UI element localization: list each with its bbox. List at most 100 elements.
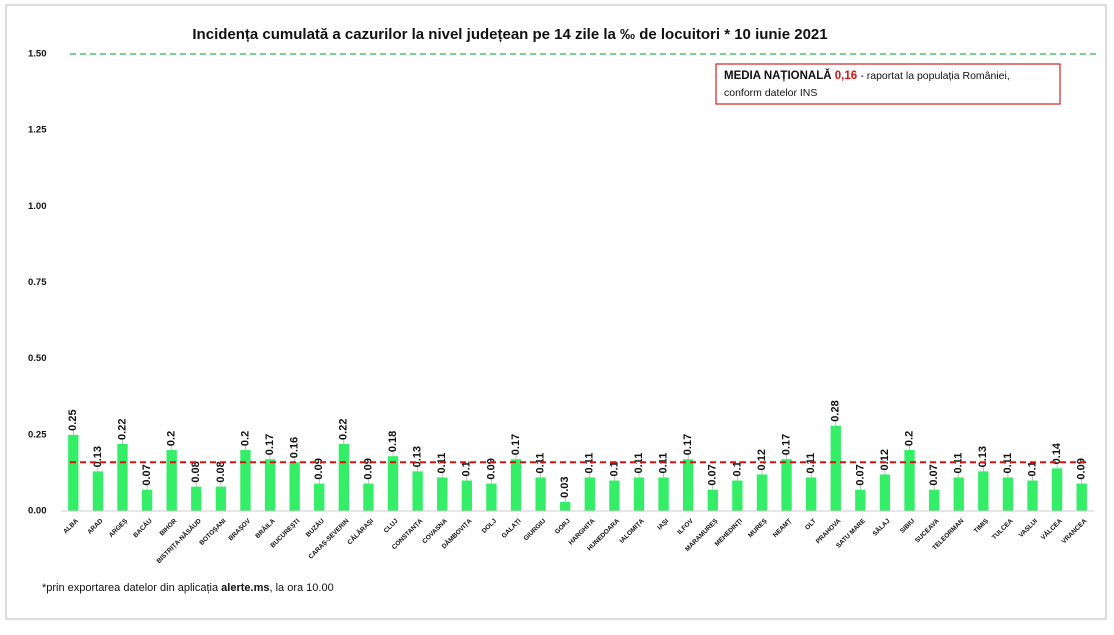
bar (68, 434, 79, 511)
footnote: *prin exportarea datelor din aplicația a… (42, 582, 334, 594)
average-value: 0,16 (835, 70, 857, 82)
bar (141, 489, 153, 511)
y-tick-label: 1.50 (28, 49, 47, 60)
bar (510, 459, 522, 511)
bar (830, 425, 841, 511)
y-tick-label: 0.25 (28, 429, 47, 440)
average-note2: conform datelor INS (724, 87, 817, 99)
y-tick-label: 1.00 (28, 201, 47, 212)
y-tick-label: 0.50 (28, 353, 47, 364)
bar (191, 486, 202, 511)
value-label: 0.08 (190, 461, 202, 482)
value-label: 0.11 (953, 453, 965, 474)
value-label: 0.07 (141, 464, 153, 485)
value-label: 0.17 (510, 434, 522, 455)
bar (732, 480, 743, 511)
x-tick-label: VRANCEA (1061, 517, 1089, 545)
value-label: 0.13 (92, 446, 104, 467)
value-label: 0.12 (879, 449, 891, 470)
bar (92, 471, 104, 511)
bar (1051, 468, 1063, 511)
value-label: 0.09 (362, 458, 374, 479)
value-label: 0.09 (485, 458, 497, 479)
bar (805, 477, 817, 511)
bar (756, 474, 768, 511)
x-tick-label: TULCEA (991, 517, 1015, 541)
x-tick-label: GORJ (554, 517, 572, 535)
x-tick-label: NEAMȚ (772, 518, 793, 539)
x-tick-label: OLT (804, 518, 818, 532)
bar (486, 483, 497, 511)
bar (338, 443, 350, 511)
x-tick-label: BUZĂU (303, 516, 326, 539)
x-tick-label: CĂLĂRAȘI (345, 516, 375, 546)
value-label: 0.11 (584, 453, 596, 474)
bar (1076, 483, 1087, 511)
x-tick-label: VASLUI (1018, 518, 1040, 540)
value-label: 0.03 (559, 476, 571, 497)
value-label: 0.07 (928, 464, 940, 485)
value-label: 0.16 (289, 437, 301, 458)
chart-title: Incidența cumulată a cazurilor la nivel … (192, 26, 827, 43)
x-tick-label: SIBIU (899, 517, 916, 534)
average-label: MEDIA NAȚIONALĂ (724, 69, 832, 82)
bar (683, 459, 694, 511)
bar (289, 462, 300, 511)
x-tick-label: TIMIȘ (973, 517, 991, 535)
x-tick-label: BISTRIȚA-NĂSĂUD (154, 516, 203, 565)
bar (904, 450, 915, 511)
average-text: MEDIA NAȚIONALĂ 0,16 - raportat la popul… (724, 69, 1010, 82)
x-tick-label: ARGEȘ (108, 517, 130, 539)
bar (584, 477, 595, 511)
x-tick-label: BIHOR (159, 517, 179, 537)
frame (5, 4, 1107, 620)
value-label: 0.22 (338, 419, 350, 440)
x-tick-label: ALBA (62, 517, 80, 535)
x-tick-label: GALAȚI (501, 518, 523, 540)
bar (658, 477, 669, 511)
x-tick-label: BRAȘOV (227, 517, 252, 542)
bar (879, 474, 891, 511)
x-tick-label: BRĂILA (253, 516, 277, 540)
value-label: 0.1 (608, 461, 620, 476)
value-label: 0.17 (264, 434, 276, 455)
bar (437, 477, 448, 511)
value-label: 0.17 (682, 434, 694, 455)
value-label: 0.1 (731, 461, 743, 476)
value-label: 0.2 (903, 431, 915, 446)
bar (461, 480, 472, 511)
bar (117, 443, 128, 511)
x-tick-label: CLUJ (383, 517, 400, 534)
bar (560, 501, 571, 511)
value-label: 0.12 (756, 449, 768, 470)
bar (855, 489, 866, 511)
bar (707, 489, 718, 511)
x-tick-label: IALOMIȚA (618, 517, 645, 544)
x-tick-label: VÂLCEA (1038, 516, 1063, 541)
value-label: 0.09 (313, 458, 325, 479)
bar (240, 450, 251, 511)
x-tick-label: ILFOV (676, 517, 695, 536)
value-label: 0.07 (707, 464, 719, 485)
footnote-rest: , la ora 10.00 (269, 582, 333, 594)
value-label: 0.25 (67, 409, 79, 430)
x-tick-label: ARAD (86, 517, 104, 535)
bar (363, 483, 374, 511)
x-tick-label: GIURGIU (523, 517, 548, 542)
value-label: 0.14 (1051, 442, 1063, 464)
x-tick-label: IAȘI (656, 518, 670, 532)
x-tick-label: DOLJ (481, 517, 498, 534)
average-box (715, 63, 1061, 105)
value-label: 0.28 (830, 400, 842, 421)
bar (953, 477, 964, 511)
footnote-text: *prin exportarea datelor din aplicația (42, 582, 221, 594)
value-label: 0.2 (166, 431, 178, 446)
bar (166, 450, 177, 511)
bar (264, 459, 276, 511)
bar (1027, 480, 1038, 511)
value-label: 0.11 (1002, 453, 1014, 474)
value-label: 0.1 (1026, 461, 1038, 476)
bar (412, 471, 423, 511)
average-note: - raportat la populația României, (860, 70, 1009, 82)
